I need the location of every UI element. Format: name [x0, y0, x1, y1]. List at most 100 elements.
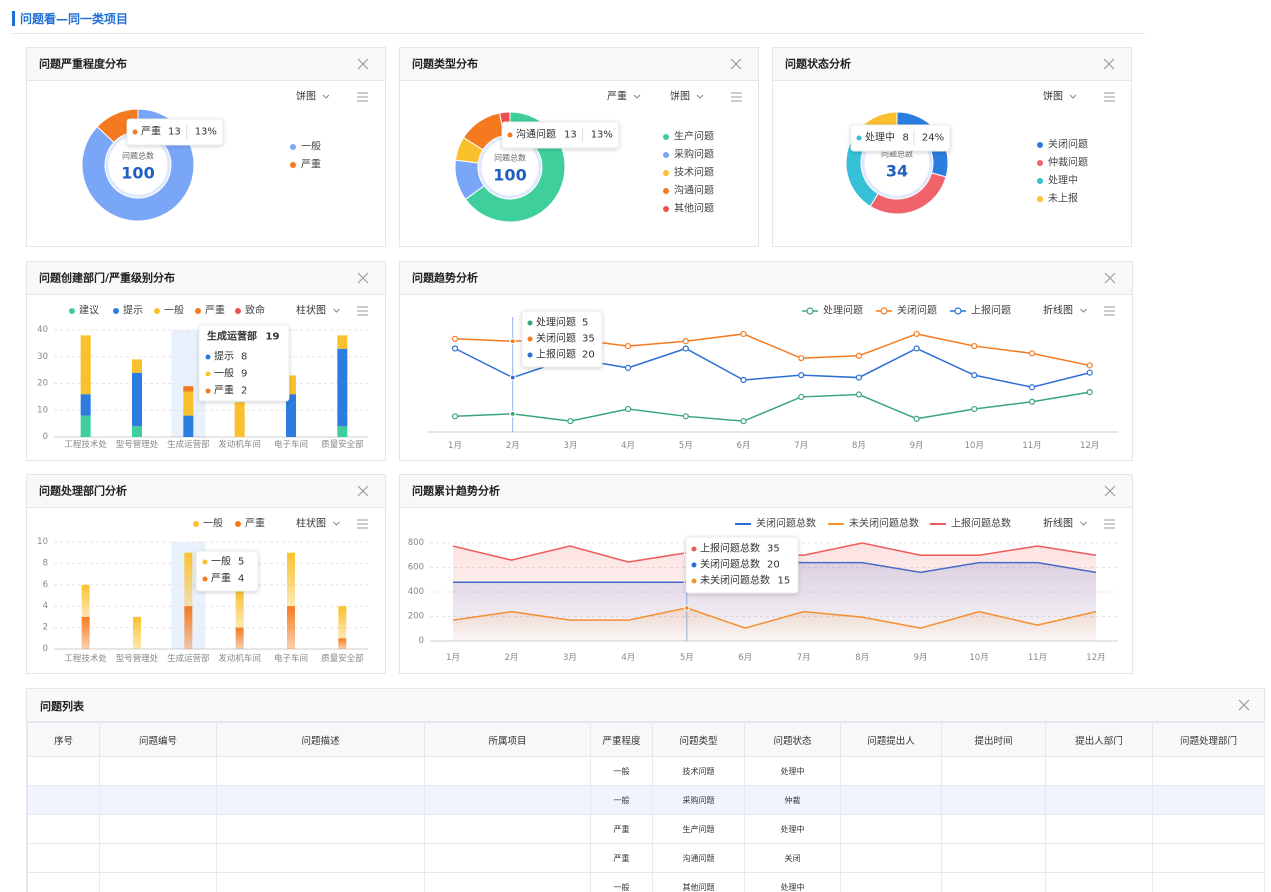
menu-button[interactable]	[1104, 92, 1115, 102]
close-button[interactable]	[1103, 58, 1115, 70]
y-tick-label: 2	[43, 623, 48, 633]
legend-label: 致命	[245, 304, 265, 317]
dropdown[interactable]: 折线图	[1043, 517, 1087, 530]
data-point	[682, 338, 689, 345]
legend-label: 未关闭问题总数	[849, 517, 919, 530]
table-cell	[840, 843, 942, 873]
table-cell	[1152, 872, 1265, 892]
legend-dot	[1037, 142, 1043, 148]
y-tick-label: 4	[43, 601, 48, 611]
data-point	[682, 413, 689, 420]
tooltip-name: 沟通问题	[516, 128, 556, 141]
tooltip-total: 19	[266, 332, 280, 343]
x-tick-label: 6月	[737, 441, 751, 451]
dropdown[interactable]: 饼图	[296, 90, 330, 103]
tooltip: 严重 13 13%	[126, 118, 224, 146]
table-cell	[941, 785, 1046, 815]
panel-header	[400, 48, 758, 80]
dropdown[interactable]: 折线图	[1043, 304, 1087, 317]
x-tick-label: 10月	[969, 653, 988, 663]
table-cell	[216, 814, 425, 844]
table-cell: 严重	[590, 814, 653, 844]
data-point	[971, 405, 978, 413]
tooltip-box	[685, 536, 799, 594]
x-tick-label: 质量安全部	[321, 653, 364, 664]
bar-segment	[287, 606, 295, 649]
bar-segment	[338, 638, 347, 649]
data-point	[567, 418, 574, 425]
tooltip-name: 提示	[214, 351, 234, 363]
panel-title: 问题趋势分析	[412, 271, 478, 285]
data-point	[798, 355, 805, 362]
tooltip-name: 处理问题	[536, 316, 576, 329]
panel-title: 问题严重程度分布	[39, 57, 127, 71]
dropdown[interactable]: 饼图	[1043, 90, 1077, 103]
close-button[interactable]	[1238, 699, 1250, 711]
menu-button[interactable]	[357, 306, 368, 316]
table-cell	[840, 756, 942, 786]
legend-dot	[663, 188, 669, 194]
dropdown[interactable]: 严重	[607, 90, 641, 103]
close-button[interactable]	[357, 272, 369, 284]
data-point	[971, 372, 978, 379]
table-header-row: 序号 问题编号 问题描述 所属项目 严重程度 问题类型 问题状态 问题提出人 提出时间 提出人部门…	[27, 722, 1265, 757]
close-button[interactable]	[1104, 485, 1116, 497]
x-tick-label: 2月	[504, 653, 518, 663]
bar-segment	[132, 426, 142, 437]
center-value: 100	[493, 166, 526, 185]
close-button[interactable]	[730, 58, 742, 70]
table-cell: 生产问题	[652, 814, 745, 844]
title-accent	[12, 11, 15, 26]
dropdown[interactable]: 饼图	[670, 90, 704, 103]
tooltip: 处理问题 5 关闭问题 35 上报问题 20	[521, 310, 603, 368]
tooltip-dot	[132, 129, 138, 135]
bar-segment	[338, 606, 347, 639]
table-cell	[424, 756, 591, 786]
tooltip-name: 上报问题	[536, 348, 576, 361]
data-point	[624, 405, 632, 413]
close-button[interactable]	[357, 58, 369, 70]
bar-segment	[183, 386, 194, 392]
x-tick-label: 8月	[855, 653, 869, 663]
bar-segment	[133, 616, 141, 649]
table-panel: 问题列表 序号 问题编号 问题描述 所属项目 严重程度 问题类型 问题状态 问题提出人 提出时间…	[26, 688, 1265, 892]
tooltip-share: 13%	[591, 130, 613, 141]
table-cell	[27, 785, 100, 815]
y-tick-label: 400	[408, 587, 424, 597]
data-point	[913, 415, 920, 422]
menu-button[interactable]	[357, 92, 368, 102]
close-button[interactable]	[1104, 272, 1116, 284]
menu-button[interactable]	[731, 92, 742, 102]
menu-button[interactable]	[1104, 519, 1115, 529]
data-point	[1086, 362, 1093, 369]
legend-label: 一般	[301, 140, 321, 153]
tooltip-name: 关闭问题总数	[700, 558, 760, 571]
tooltip: 沟通问题 13 13%	[501, 121, 620, 149]
table-cell	[840, 814, 942, 844]
close-button[interactable]	[357, 485, 369, 497]
legend-dot	[663, 170, 669, 176]
y-tick-label: 0	[43, 432, 48, 442]
table-header-cell: 序号	[27, 722, 100, 757]
table-cell	[99, 814, 217, 844]
table-row: 一般 技术问题 处理中	[27, 756, 1265, 786]
table-cell	[424, 872, 591, 892]
data-point	[451, 413, 459, 420]
table-header-bar: 问题列表	[27, 689, 1264, 722]
dropdown[interactable]: 柱状图	[296, 517, 340, 530]
tooltip-box	[501, 121, 620, 149]
tooltip-name: 一般	[211, 555, 231, 568]
bar-segment	[287, 552, 295, 607]
dropdown-chevron	[1069, 94, 1077, 99]
dropdown[interactable]: 柱状图	[296, 304, 340, 317]
data-point	[1028, 350, 1036, 357]
x-tick-label: 4月	[621, 653, 635, 663]
table-cell	[1152, 814, 1265, 844]
panel-title: 问题处理部门分析	[39, 484, 127, 498]
menu-button[interactable]	[1104, 306, 1115, 316]
tooltip-value: 13	[168, 127, 181, 138]
table-header-cell: 问题状态	[744, 722, 841, 757]
menu-button[interactable]	[357, 519, 368, 529]
close-icon	[1104, 485, 1116, 497]
